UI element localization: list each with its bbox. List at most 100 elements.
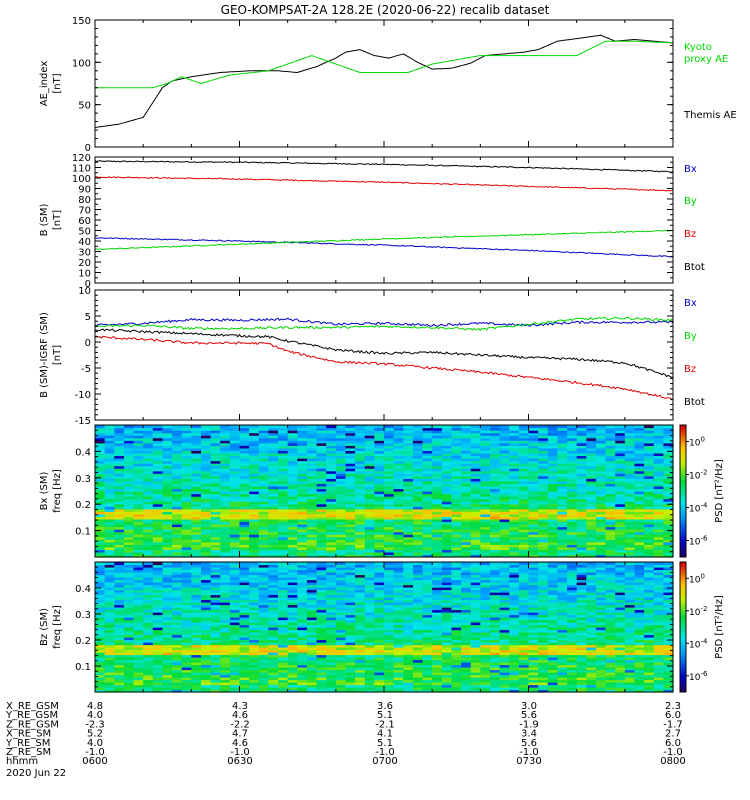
spectrogram-cell [557, 440, 568, 444]
spectrogram-cell [432, 475, 443, 479]
spectrogram-cell [634, 534, 645, 538]
spectrogram-cell [605, 470, 616, 474]
spectrogram-cell [306, 450, 318, 454]
spectrogram-cell [586, 634, 597, 638]
spectrogram-cell [653, 473, 664, 477]
spectrogram-cell [278, 450, 289, 454]
spectrogram-cell [586, 468, 597, 472]
spectrogram-cell [220, 546, 231, 550]
spectrogram-cell [615, 483, 626, 487]
spectrogram-cell [615, 684, 626, 688]
spectrogram-cell [133, 687, 144, 691]
spectrogram-cell [393, 679, 404, 683]
spectrogram-cell [133, 649, 144, 653]
spectrogram-cell [364, 657, 375, 661]
spectrogram-cell [663, 516, 674, 520]
spectrogram-cell [239, 508, 250, 512]
spectrogram-cell [287, 679, 298, 683]
spectrogram-cell [278, 506, 289, 510]
spectrogram-cell [461, 546, 472, 550]
spectrogram-cell [451, 672, 462, 676]
spectrogram-cell [297, 445, 308, 449]
spectrogram-cell [278, 521, 289, 525]
spectrogram-cell [374, 682, 385, 686]
spectrogram-cell [441, 483, 453, 487]
spectrogram-cell [114, 498, 125, 502]
spectrogram-cell [249, 526, 260, 530]
spectrogram-cell [191, 425, 202, 429]
spectrogram-cell [470, 468, 481, 472]
spectrogram-cell [538, 437, 549, 441]
spectrogram-cell [528, 639, 539, 643]
spectrogram-cell [306, 475, 318, 479]
spectrogram-cell [499, 501, 510, 505]
spectrogram-cell [518, 501, 530, 505]
spectrogram-cell [557, 637, 568, 641]
spectrogram-cell [355, 652, 366, 656]
spectrogram-cell [374, 508, 385, 512]
spectrogram-cell [441, 639, 453, 643]
spectrogram-cell [470, 465, 481, 469]
spectrogram-cell [586, 458, 597, 462]
colorbar-segment [680, 455, 686, 459]
spectrogram-cell [412, 536, 424, 540]
spectrogram-cell [104, 669, 115, 673]
spectrogram-cell [470, 518, 481, 523]
spectrogram-cell [95, 516, 106, 520]
spectrogram-cell [489, 430, 501, 434]
spectrogram-cell [403, 470, 414, 474]
spectrogram-cell [268, 642, 279, 646]
y-tick-label: 30 [78, 248, 91, 259]
spectrogram-cell [586, 488, 597, 492]
spectrogram-cell [162, 659, 173, 663]
spectrogram-cell [412, 554, 424, 558]
spectrogram-cell [220, 480, 231, 484]
spectrogram-cell [143, 529, 154, 533]
spectrogram-cell [567, 687, 578, 691]
spectrogram-cell [297, 496, 308, 500]
spectrogram-cell [249, 458, 260, 462]
spectrogram-cell [422, 480, 433, 484]
spectrogram-cell [567, 465, 578, 469]
spectrogram-cell [403, 684, 414, 688]
spectrogram-cell [297, 662, 308, 666]
spectrogram-cell [489, 529, 501, 533]
spectrogram-cell [345, 679, 356, 683]
spectrogram-cell [258, 634, 269, 638]
spectrogram-cell [393, 452, 404, 457]
spectrogram-cell [104, 440, 115, 444]
spectrogram-cell [528, 470, 539, 474]
spectrogram-cell [181, 534, 192, 538]
spectrogram-cell [384, 554, 395, 558]
spectrogram-cell [499, 465, 510, 469]
spectrogram-cell [432, 684, 443, 688]
spectrogram-cell [297, 649, 308, 653]
spectrogram-cell [114, 475, 125, 479]
spectrogram-cell [663, 659, 674, 663]
spectrogram-cell [123, 551, 135, 556]
spectrogram-cell [576, 524, 587, 528]
colorbar-segment [680, 537, 686, 540]
spectrogram-cell [653, 435, 664, 439]
spectrogram-cell [461, 496, 472, 500]
spectrogram-cell [470, 485, 481, 490]
spectrogram-cell [547, 485, 558, 490]
spectrogram-cell [528, 551, 539, 556]
spectrogram-cell [249, 473, 260, 477]
spectrogram-cell [538, 501, 549, 505]
spectrogram-cell [114, 425, 125, 429]
spectrogram-cell [326, 498, 337, 502]
spectrogram-cell [470, 513, 481, 517]
spectrogram-cell [393, 529, 404, 533]
spectrogram-cell [518, 536, 530, 540]
spectrogram-cell [114, 531, 125, 535]
spectrogram-cell [595, 432, 607, 436]
spectrogram-cell [364, 649, 375, 653]
spectrogram-cell [133, 455, 144, 459]
spectrogram-cell [181, 488, 192, 492]
spectrogram-cell [412, 644, 424, 648]
spectrogram-cell [181, 687, 192, 691]
spectrogram-cell [249, 501, 260, 505]
spectrogram-cell [133, 546, 144, 550]
spectrogram-cell [499, 639, 510, 643]
